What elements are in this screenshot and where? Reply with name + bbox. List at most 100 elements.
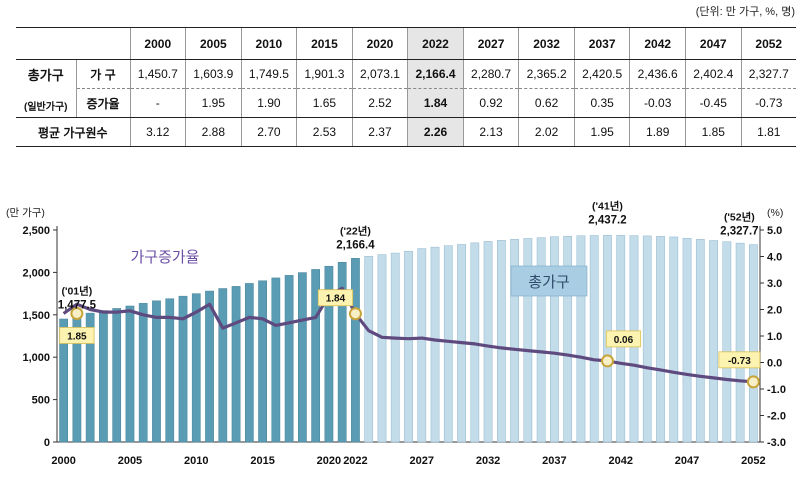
table-cell: 2.13	[462, 117, 519, 147]
bar-estimate	[749, 244, 758, 443]
bar-estimate	[563, 235, 573, 443]
x-tick-label: 2042	[608, 455, 632, 467]
table-cell: -0.73	[740, 88, 796, 118]
x-tick-label: 2015	[250, 455, 274, 467]
table-cell: 1,901.3	[296, 59, 353, 89]
rate-marker	[70, 306, 84, 320]
bar-actual	[178, 295, 188, 443]
growth-rate-line	[62, 286, 754, 384]
bar-actual	[271, 277, 281, 443]
rate-value-label: 1.85	[67, 331, 87, 342]
row-label-growth-rate: 증가율	[75, 88, 130, 118]
bar-actual	[165, 298, 175, 443]
unit-note: (단위: 만 가구, %, 명)	[695, 6, 795, 18]
right-tick-label: 0.0	[767, 358, 782, 370]
table-cell: 1.90	[240, 88, 297, 118]
bar-estimate	[656, 236, 665, 443]
header-corner	[16, 27, 130, 60]
table-cell: 1.89	[629, 117, 686, 147]
bar-annotation-value: 1,477.5	[58, 300, 97, 312]
year-header: 2000	[129, 27, 186, 60]
bar-estimate	[576, 235, 586, 443]
bar-annotation-year: ('52년)	[724, 211, 755, 224]
bar-annotation-year: ('22년)	[340, 224, 371, 237]
table-cell: -0.45	[684, 88, 742, 118]
right-tick-label: -1.0	[767, 384, 786, 396]
left-tick-label: 0	[44, 437, 50, 449]
table-cell: 2.02	[518, 117, 575, 147]
right-tick-label: 5.0	[767, 225, 782, 237]
bar-estimate	[669, 236, 679, 443]
bar-series-label: 총가구	[528, 274, 569, 291]
right-tick-label: -3.0	[767, 437, 786, 449]
row-households: 총가구 (일반가구) 가 구 1,450.7 1,603.9 1,749.5 1,…	[16, 59, 796, 118]
table-cell: 1.95	[573, 117, 630, 147]
table-cell: 2,402.4	[684, 59, 742, 89]
table-cell-highlight: 2,166.4	[407, 59, 464, 89]
year-header: 2032	[518, 27, 575, 60]
right-tick-label: 3.0	[767, 278, 782, 290]
year-header: 2052	[740, 27, 796, 60]
rate-value-box	[605, 330, 642, 348]
table-cell: 1,450.7	[129, 59, 186, 89]
group-sublabel: (일반가구)	[24, 101, 68, 113]
x-tick-label: 2027	[410, 455, 434, 467]
bar-estimate	[496, 240, 506, 443]
table-cell: -0.03	[629, 88, 686, 118]
rate-value-box	[59, 327, 95, 344]
left-tick-label: 2,500	[22, 225, 50, 237]
row-household-size: 평균 가구원수 3.12 2.88 2.70 2.53 2.37 2.26 2.…	[16, 117, 796, 147]
bar-estimate	[364, 256, 374, 443]
table-cell: 2,280.7	[462, 59, 519, 89]
left-axis-label: (만 가구)	[6, 207, 45, 219]
bar-annotation-value: 2,166.4	[336, 239, 375, 251]
x-tick-label: 2052	[741, 455, 765, 467]
header-row: 2000 2005 2010 2015 2020 2022 2027 2032 …	[16, 27, 796, 60]
bar-estimate	[430, 246, 440, 443]
group-label: 총가구 (일반가구)	[16, 59, 76, 118]
row-label-household-size: 평균 가구원수	[16, 117, 130, 147]
table-cell: 1,749.5	[240, 59, 297, 89]
bar-actual	[59, 318, 68, 443]
bar-actual	[205, 290, 214, 443]
x-tick-label: 2000	[51, 455, 75, 467]
bar-actual	[125, 305, 135, 443]
table-cell: 2.88	[185, 117, 242, 147]
bar-annotation-year: ('41년)	[592, 199, 623, 212]
table-cell: 0.35	[573, 88, 630, 118]
bar-estimate	[404, 250, 413, 443]
bar-annotation-value: 2,327.7	[720, 226, 758, 238]
right-tick-label: 1.0	[767, 331, 782, 343]
bar-actual	[324, 265, 334, 443]
table-cell: 3.12	[129, 117, 186, 147]
table-cell: 2.53	[296, 117, 353, 147]
rate-value-box	[718, 351, 761, 369]
table-cell: 2,420.5	[573, 59, 630, 89]
bar-estimate	[536, 237, 546, 443]
row-label-households: 가 구	[75, 59, 130, 89]
year-header: 2042	[629, 27, 686, 60]
x-tick-label: 2047	[675, 455, 699, 467]
table-cell: 0.62	[518, 88, 575, 118]
bar-estimate	[390, 252, 400, 443]
year-header: 2037	[573, 27, 630, 60]
x-tick-label: 2032	[476, 455, 500, 467]
table-cell: 1.85	[684, 117, 742, 147]
bar-actual	[218, 288, 228, 443]
table-cell: 2.52	[351, 88, 408, 118]
bar-actual	[298, 272, 307, 443]
household-chart: (만 가구) (%) 0 500 1,000 1,500 2,000 2,500 -3.0 -2.…	[6, 199, 786, 467]
rate-value-label: 1.84	[326, 294, 346, 305]
rate-value-label: 0.06	[614, 335, 634, 346]
bar-actual	[231, 286, 241, 443]
table-cell: -	[129, 88, 186, 118]
right-tick-label: -2.0	[767, 411, 786, 423]
row-growth-rate: 증가율 - 1.95 1.90 1.65 2.52 1.84 0.92 0.62…	[16, 88, 796, 118]
year-header-highlight: 2022	[407, 27, 464, 60]
bar-actual	[99, 310, 108, 443]
x-tick-label: 2005	[118, 455, 142, 467]
x-tick-label: 2022	[343, 455, 367, 467]
bar-estimate	[417, 248, 427, 443]
bar-actual	[191, 293, 201, 443]
bar-estimate	[510, 239, 519, 443]
